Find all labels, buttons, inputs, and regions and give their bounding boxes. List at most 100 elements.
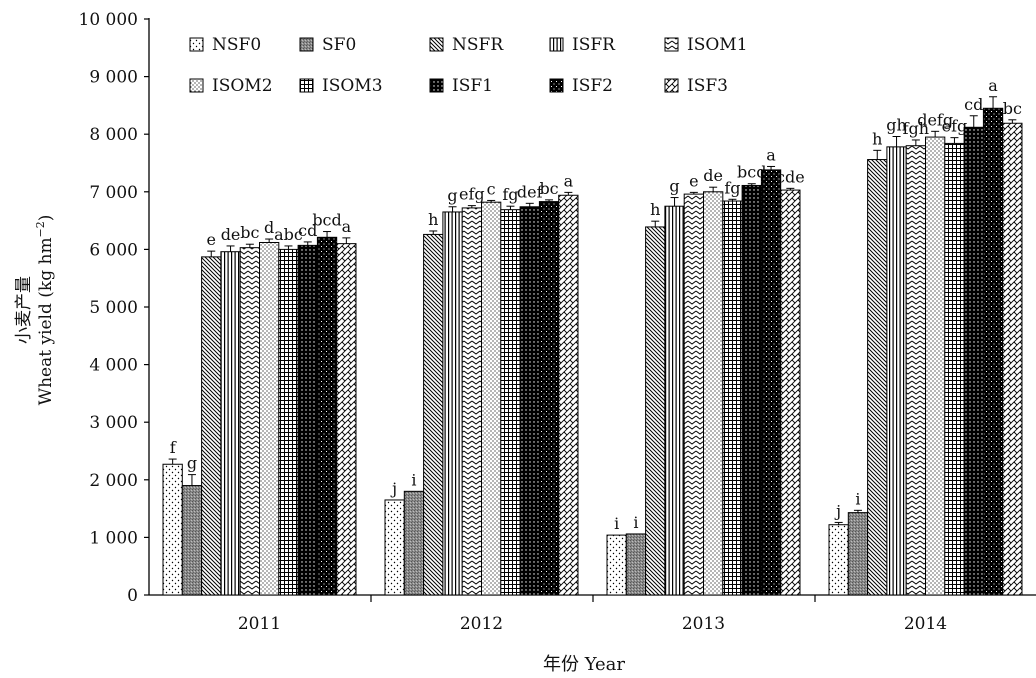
legend-label-ISOM2: ISOM2 (212, 76, 273, 96)
significance-label: d (264, 218, 274, 237)
significance-label: a (342, 217, 352, 236)
bar-ISOM3-2013 (722, 200, 743, 596)
y-axis-label-en-main: Wheat yield (kg hm (36, 237, 56, 405)
legend-label-NSFR: NSFR (452, 35, 504, 55)
significance-label: h (650, 200, 660, 219)
y-tick-label: 2 000 (89, 471, 138, 491)
significance-label: j (390, 479, 397, 498)
bar-ISOM2-2014 (925, 136, 946, 596)
legend-label-ISF2: ISF2 (572, 76, 613, 96)
bar-ISOM2-2012 (481, 201, 502, 596)
significance-label: fgh (903, 119, 929, 138)
y-axis-label-close: ) (36, 215, 56, 222)
legend-label-NSF0: NSF0 (212, 35, 261, 55)
legend-swatch-ISF3 (664, 78, 679, 93)
y-tick-label: 0 (127, 586, 138, 606)
significance-label: def (517, 182, 544, 201)
bar-NSFR-2014 (867, 159, 888, 596)
legend-swatch-ISOM2 (189, 78, 204, 93)
bar-ISF2-2011 (316, 236, 338, 596)
significance-label: bc (1003, 99, 1022, 118)
bar-ISOM1-2012 (461, 207, 483, 596)
significance-label: de (221, 225, 241, 244)
significance-label: h (872, 129, 882, 148)
y-tick-label: 9 000 (89, 68, 138, 88)
significance-label: i (614, 514, 619, 533)
legend-label-ISOM1: ISOM1 (687, 35, 748, 55)
legend-swatch-ISOM1 (664, 37, 679, 52)
y-tick-label: 1 000 (89, 528, 138, 548)
x-tick-label: 2011 (238, 614, 281, 634)
significance-label: g (447, 186, 457, 205)
axes: 0 1 000 2 000 3 000 4 000 5 000 6 000 7 000 8 00… (79, 10, 1036, 634)
significance-label: g (669, 177, 679, 196)
bar-ISOM3-2014 (944, 142, 965, 596)
significance-label: a (988, 76, 998, 95)
significance-label: efg (459, 185, 485, 204)
bar-ISF3-2013 (780, 189, 801, 596)
significance-label: c (487, 179, 496, 198)
significance-label: e (207, 230, 216, 249)
bar-SF0-2011 (181, 485, 203, 596)
legend-swatch-ISFR (549, 37, 564, 52)
significance-label: i (855, 489, 860, 508)
significance-label: fg (502, 185, 518, 204)
bar-ISF3-2012 (558, 194, 579, 596)
bar-SF0-2013 (625, 533, 647, 596)
significance-label: j (834, 501, 841, 520)
significance-label: cd (964, 95, 983, 114)
legend-swatch-NSFR (429, 37, 444, 52)
y-tick-label: 6 000 (89, 240, 138, 260)
bar-ISOM1-2014 (905, 145, 927, 596)
significance-label: i (633, 513, 638, 532)
y-axis-label-cn: 小麦产量 (14, 276, 34, 344)
bar-ISF3-2011 (336, 243, 357, 596)
legend-label-ISF1: ISF1 (452, 76, 493, 96)
significance-label: a (564, 171, 574, 190)
significance-label: abc (274, 225, 303, 244)
legend-label-ISF3: ISF3 (687, 76, 728, 96)
significance-label: cde (776, 167, 805, 186)
bar-NSF0-2011 (162, 463, 183, 596)
y-axis-label: 小麦产量 Wheat yield (kg hm−2) (14, 215, 56, 406)
bar-ISF3-2014 (1002, 122, 1023, 596)
bar-ISFR-2012 (442, 211, 463, 596)
bar-NSF0-2014 (828, 524, 849, 596)
legend-swatch-ISF2 (549, 78, 564, 93)
y-tick-label: 10 000 (79, 10, 138, 30)
bar-NSFR-2012 (423, 233, 444, 596)
legend-label-ISFR: ISFR (572, 35, 616, 55)
bar-NSFR-2011 (201, 256, 222, 596)
bar-NSF0-2012 (384, 499, 405, 596)
legend-label-SF0: SF0 (322, 35, 356, 55)
y-tick-label: 7 000 (89, 183, 138, 203)
y-tick-label: 8 000 (89, 125, 138, 145)
bar-NSF0-2013 (606, 534, 627, 596)
bar-NSFR-2013 (645, 226, 666, 596)
bar-ISFR-2014 (886, 146, 907, 596)
bar-ISF2-2013 (760, 169, 782, 596)
significance-label: e (689, 171, 698, 190)
bar-ISFR-2011 (220, 251, 241, 596)
legend-swatch-ISF1 (429, 78, 444, 93)
x-axis-label: 年份 Year (543, 654, 625, 675)
y-axis-label-sup: −2 (34, 221, 47, 237)
bar-ISOM1-2013 (683, 193, 705, 596)
legend: NSF0 SF0 NSFR ISFR ISOM1 ISOM2 ISOM3 ISF1 ISF2 IS… (189, 35, 748, 96)
significance-label: a (766, 145, 776, 164)
bar-ISF1-2014 (963, 126, 984, 596)
y-tick-label: 5 000 (89, 298, 138, 318)
x-tick-label: 2013 (682, 614, 725, 634)
x-tick-label: 2012 (460, 614, 503, 634)
y-tick-label: 4 000 (89, 356, 138, 376)
legend-swatch-ISOM3 (299, 78, 314, 93)
significance-label: f (170, 438, 177, 457)
legend-swatch-SF0 (299, 37, 314, 52)
bar-ISOM3-2012 (500, 209, 521, 596)
legend-label-ISOM3: ISOM3 (322, 76, 383, 96)
bar-ISF1-2012 (519, 206, 540, 596)
bar-ISOM3-2011 (278, 248, 299, 596)
significance-label: bc (240, 223, 259, 242)
